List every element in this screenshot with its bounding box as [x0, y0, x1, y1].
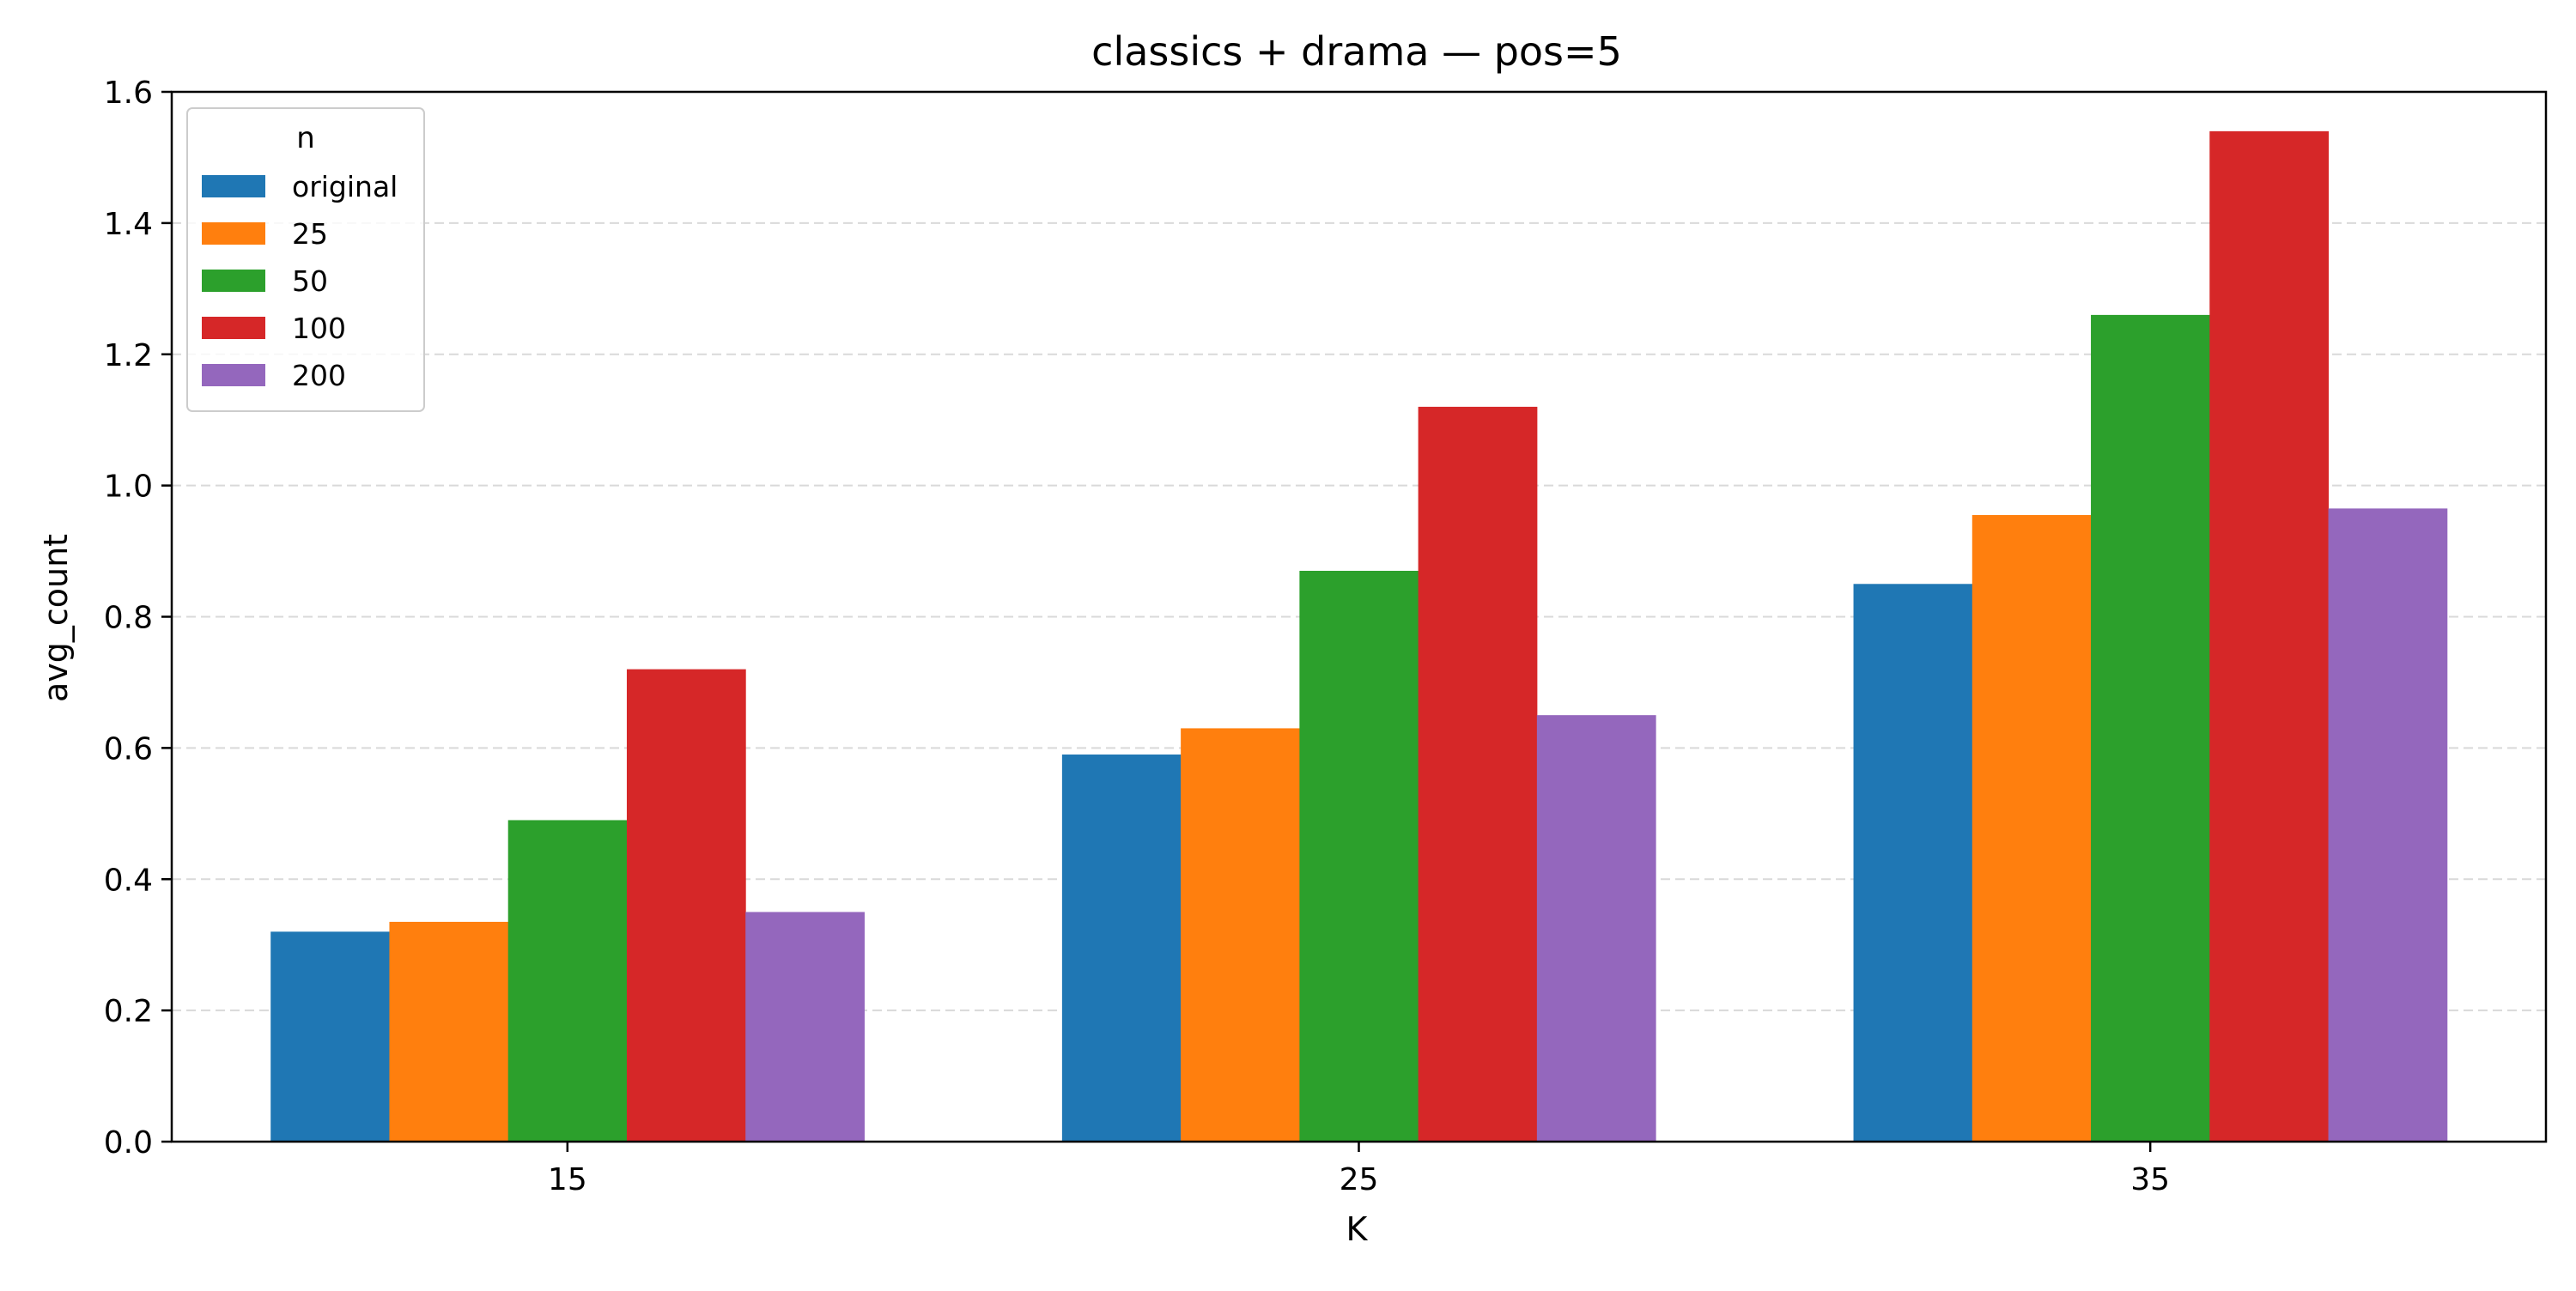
x-tick-label: 25: [1340, 1162, 1379, 1197]
x-tick-label: 15: [548, 1162, 587, 1197]
bar-200-k15: [745, 912, 865, 1142]
y-tick-label: 0.8: [104, 601, 153, 636]
bar-50-k25: [1299, 570, 1419, 1142]
y-tick-label: 1.6: [104, 76, 153, 111]
bar-original-k15: [270, 931, 390, 1142]
y-tick-label: 1.0: [104, 470, 153, 505]
legend-swatch-100: [202, 317, 265, 339]
y-tick-label: 0.0: [104, 1125, 153, 1161]
bar-100-k25: [1418, 406, 1538, 1142]
legend-label-200: 200: [292, 359, 346, 392]
y-tick-label: 1.2: [104, 338, 153, 373]
bar-100-k35: [2209, 130, 2330, 1142]
y-tick-label: 1.4: [104, 207, 153, 242]
y-axis: 0.0 0.2 0.4 0.6 0.8 1.0 1.2 1.4 1.6: [104, 76, 172, 1161]
bar-50-k15: [507, 820, 628, 1142]
bar-25-k25: [1181, 728, 1300, 1142]
legend-swatch-200: [202, 364, 265, 386]
legend-label-25: 25: [292, 217, 328, 251]
x-axis: 15 25 35: [548, 1142, 2170, 1197]
bar-100-k15: [626, 669, 746, 1142]
legend-swatch-50: [202, 270, 265, 292]
bar-original-k35: [1853, 584, 1973, 1142]
bar-50-k35: [2091, 314, 2210, 1142]
bar-200-k35: [2328, 508, 2448, 1142]
legend-label-100: 100: [292, 312, 346, 345]
legend-swatch-25: [202, 222, 265, 245]
legend-title: n: [296, 121, 315, 155]
legend-label-original: original: [292, 170, 398, 203]
bar-25-k15: [389, 921, 509, 1142]
bar-25-k35: [1971, 515, 2092, 1142]
y-tick-label: 0.4: [104, 863, 153, 898]
x-axis-label: K: [1346, 1210, 1369, 1248]
y-axis-label: avg_count: [37, 534, 75, 702]
bar-200-k25: [1536, 715, 1656, 1142]
bar-original-k25: [1061, 755, 1182, 1142]
y-tick-label: 0.6: [104, 731, 153, 767]
y-tick-label: 0.2: [104, 994, 153, 1029]
legend-label-50: 50: [292, 264, 328, 298]
legend: n original 25 50 100 200: [186, 107, 425, 412]
bars: [270, 130, 2448, 1142]
chart-title: classics + drama — pos=5: [1091, 28, 1622, 75]
x-tick-label: 35: [2130, 1162, 2170, 1197]
legend-swatch-original: [202, 175, 265, 197]
